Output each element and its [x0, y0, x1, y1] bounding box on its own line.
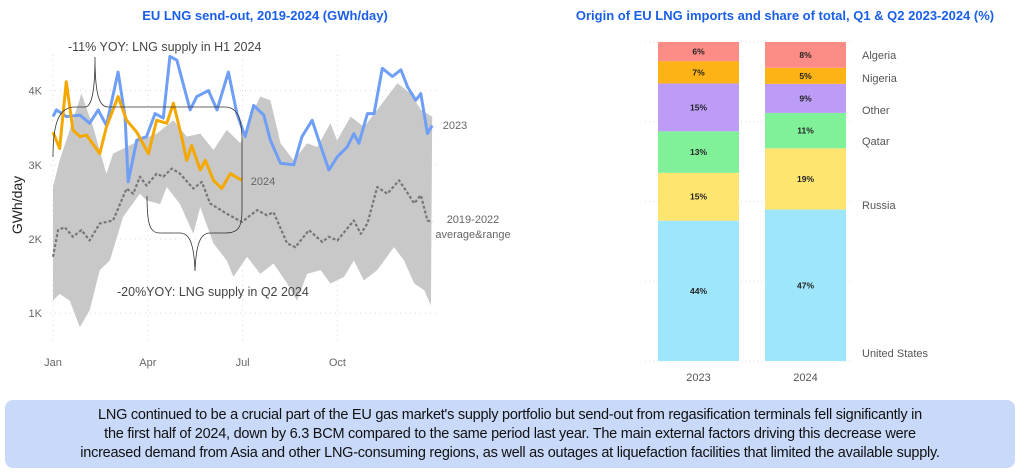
line-chart: 1K 2K 3K 4K Jan Apr Jul Oct GWh/day -11% YOY: LNG… [9, 40, 511, 369]
data-label: 7% [692, 67, 705, 77]
label-average-range: average&range [435, 229, 510, 241]
x-tick-label: Jan [44, 357, 62, 369]
series-2023-line [51, 54, 434, 184]
series-2024-line [51, 80, 243, 191]
bar-segment-nigeria [765, 67, 846, 84]
data-label: 5% [799, 71, 812, 81]
bar-segment-united-states [658, 220, 739, 361]
data-label: 15% [690, 192, 707, 202]
x-tick-label: 2024 [793, 372, 817, 384]
bar-chart-title: Origin of EU LNG imports and share of to… [575, 8, 995, 23]
legend-label: United States [862, 348, 929, 360]
bar-segment-algeria [765, 42, 846, 68]
label-2024: 2024 [251, 176, 275, 188]
x-tick-label: Jul [236, 357, 250, 369]
y-tick-label: 4K [29, 86, 43, 98]
bar-segment-algeria [658, 42, 739, 62]
bar-segment-qatar [765, 112, 846, 149]
note-line: increased demand from Asia and other LNG… [80, 445, 940, 461]
bar-segment-other [765, 83, 846, 113]
data-label: 15% [690, 102, 707, 112]
bar-segment-nigeria [658, 61, 739, 84]
average-line [51, 167, 433, 258]
x-tick-label: Apr [139, 357, 156, 369]
y-tick-label: 2K [29, 234, 43, 246]
bar-segment-russia [765, 148, 846, 210]
legend-label: Other [862, 105, 890, 117]
x-tick-label: 2023 [686, 372, 710, 384]
bar-segment-united-states [765, 209, 846, 361]
summary-note: LNG continued to be a crucial part of th… [5, 400, 1015, 468]
range-band [53, 83, 433, 328]
data-label: 9% [799, 93, 812, 103]
y-tick-label: 1K [29, 308, 43, 320]
note-line: the first half of 2024, down by 6.3 BCM … [104, 426, 916, 442]
bar-segment-russia [658, 172, 739, 221]
annotation-h1: -11% YOY: LNG supply in H1 2024 [68, 40, 261, 54]
label-average: 2019-2022 [447, 214, 500, 226]
data-label: 13% [690, 147, 707, 157]
data-label: 6% [692, 47, 705, 57]
bar-segment-qatar [658, 131, 739, 173]
legend-label: Algeria [862, 50, 897, 62]
legend-label: Russia [862, 200, 897, 212]
label-2023: 2023 [443, 120, 467, 132]
x-tick-label: Oct [329, 357, 346, 369]
data-label: 47% [797, 280, 814, 290]
data-label: 8% [799, 50, 812, 60]
bar-segment-other [658, 83, 739, 132]
line-chart-title: EU LNG send-out, 2019-2024 (GWh/day) [142, 8, 388, 23]
data-label: 11% [797, 126, 814, 136]
y-axis-label: GWh/day [9, 176, 25, 234]
data-label: 19% [797, 174, 814, 184]
note-line: LNG continued to be a crucial part of th… [98, 407, 922, 423]
legend-label: Nigeria [862, 73, 898, 85]
legend-label: Qatar [862, 136, 890, 148]
annotation-brackets [52, 56, 243, 272]
data-label: 44% [690, 286, 707, 296]
y-tick-label: 3K [29, 160, 43, 172]
annotation-q2: -20%YOY: LNG supply in Q2 2024 [117, 285, 309, 299]
